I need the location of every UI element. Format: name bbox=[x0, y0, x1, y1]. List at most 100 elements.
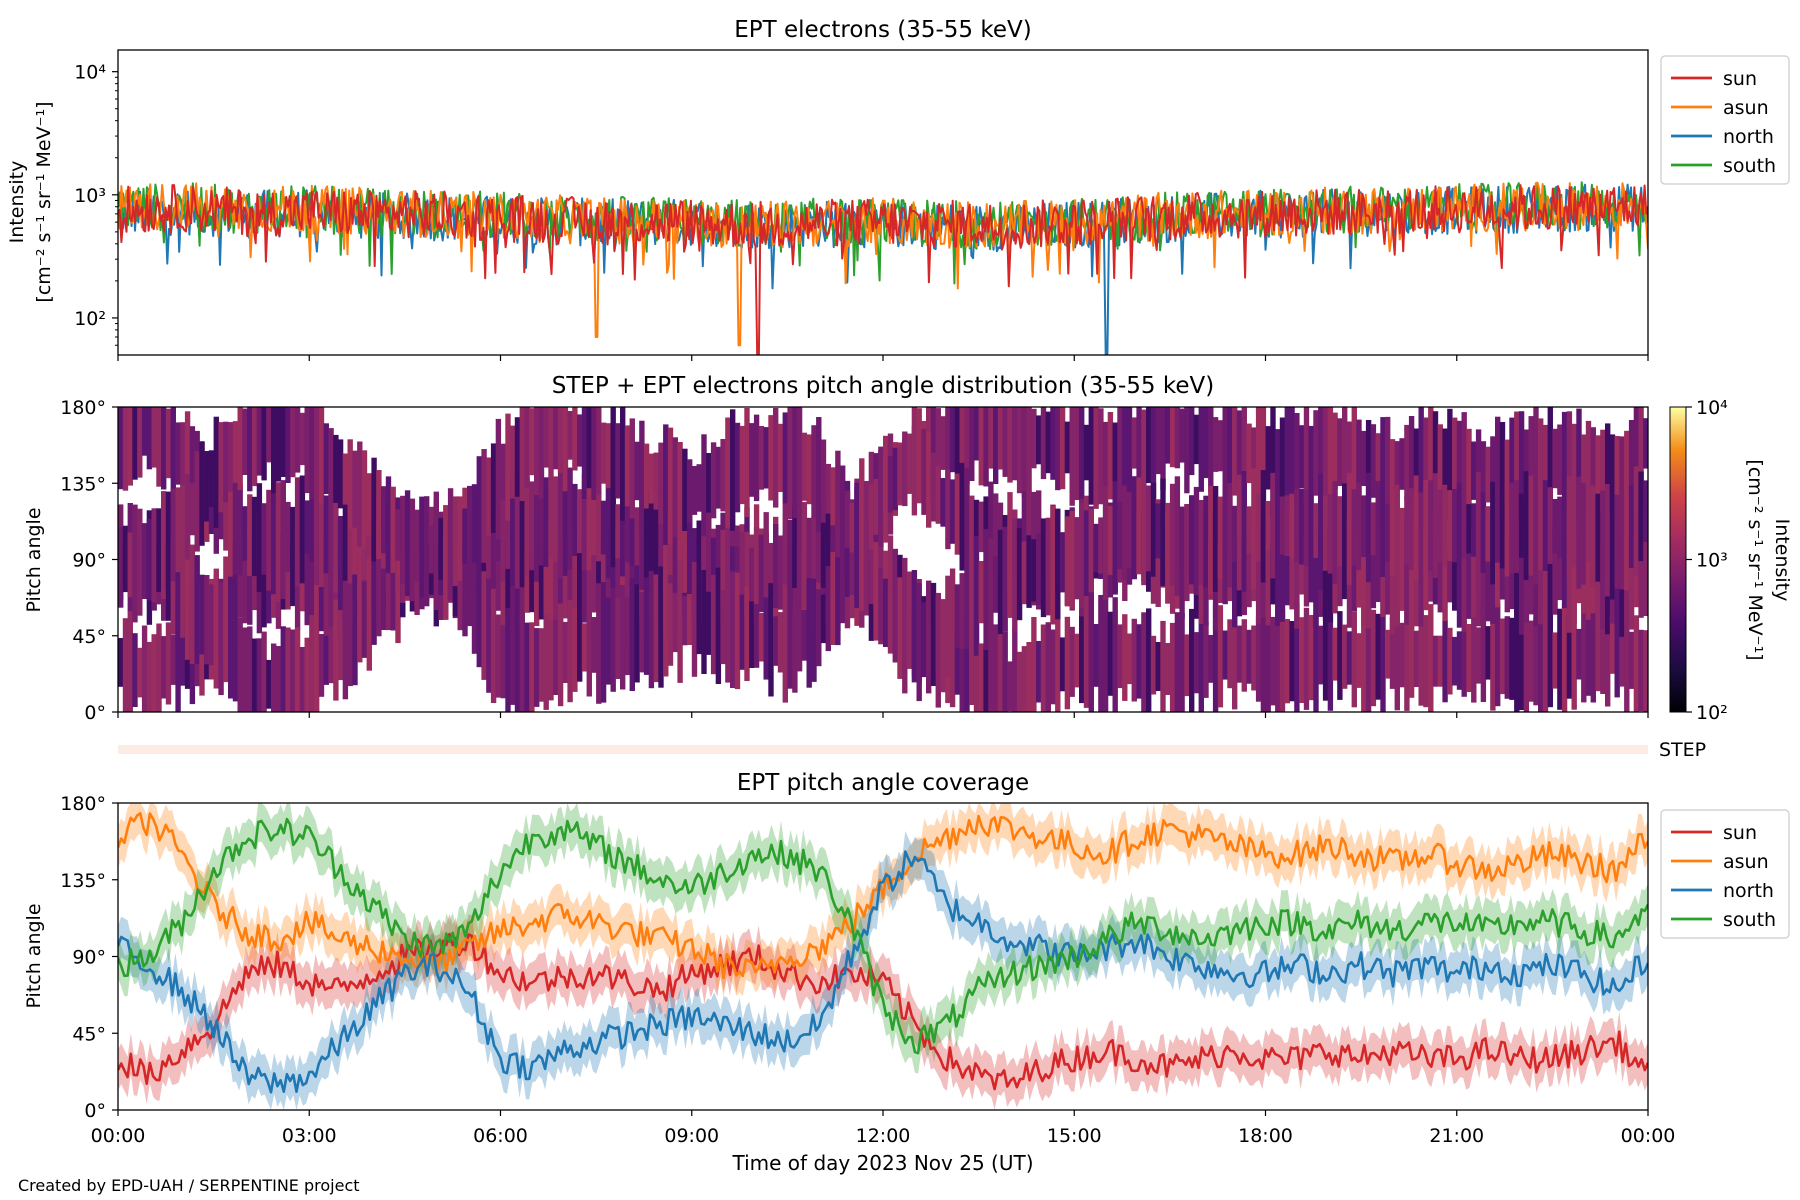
pad-cell bbox=[1079, 502, 1085, 609]
pad-cell bbox=[323, 635, 329, 685]
pad-cell bbox=[1442, 620, 1448, 703]
pad-cell bbox=[581, 623, 588, 672]
pad-cell bbox=[323, 531, 329, 648]
pad-cell bbox=[443, 505, 449, 588]
pad-cell bbox=[1007, 661, 1013, 712]
pad-cell bbox=[988, 623, 994, 712]
pad-cell bbox=[328, 627, 334, 684]
pad-cell bbox=[567, 523, 573, 635]
pad-cell bbox=[954, 473, 961, 555]
intensity-line-south bbox=[118, 181, 1648, 285]
pad-cell bbox=[141, 407, 148, 456]
pad-cell bbox=[304, 407, 310, 494]
pad-cell bbox=[1155, 642, 1161, 691]
pad-cell bbox=[768, 542, 774, 594]
pad-cell bbox=[529, 481, 535, 571]
pad-cell bbox=[978, 407, 984, 486]
pad-cell bbox=[1079, 407, 1085, 505]
pad-cell bbox=[1212, 603, 1219, 712]
pad-cell bbox=[1342, 407, 1348, 500]
pad-cell bbox=[682, 596, 688, 646]
pad-cell bbox=[945, 469, 951, 550]
pad-cell bbox=[1533, 466, 1539, 585]
pad-cell bbox=[524, 477, 530, 577]
pad-cell bbox=[122, 618, 129, 712]
pad-cell bbox=[773, 408, 779, 508]
pad-cell bbox=[768, 415, 774, 501]
pad-cell bbox=[141, 625, 148, 712]
pad-cell bbox=[600, 541, 607, 615]
pad-cell bbox=[1112, 422, 1118, 484]
pad-cell bbox=[1303, 407, 1310, 505]
pad-cell bbox=[1490, 481, 1496, 585]
pad-cell bbox=[854, 482, 860, 599]
pad-cell bbox=[1375, 613, 1381, 700]
pad-cell bbox=[553, 407, 559, 470]
pad-cell bbox=[1117, 501, 1123, 569]
pad-cell bbox=[1408, 488, 1415, 571]
pad-cell bbox=[146, 518, 153, 601]
pad-cell bbox=[749, 547, 755, 603]
pad-cell bbox=[199, 574, 205, 655]
pad-cell bbox=[490, 476, 497, 599]
pad-cell bbox=[1547, 487, 1553, 564]
legend-frame bbox=[1660, 809, 1790, 939]
pad-cell bbox=[801, 432, 808, 501]
pad-cell bbox=[964, 563, 970, 649]
pad-cell bbox=[1581, 434, 1587, 498]
pad-cell bbox=[1169, 483, 1176, 586]
pad-cell bbox=[911, 610, 918, 677]
pad-cell bbox=[1327, 595, 1334, 711]
pad-cell bbox=[376, 470, 382, 560]
pad-cell bbox=[816, 417, 822, 532]
pad-cell bbox=[849, 503, 855, 553]
pad-cell bbox=[519, 407, 525, 501]
pad-cell bbox=[744, 408, 750, 518]
pad-cell bbox=[247, 626, 253, 712]
pad-cell bbox=[1102, 485, 1109, 600]
pad-cell bbox=[495, 418, 502, 540]
pad-cell bbox=[921, 428, 927, 515]
pad-cell bbox=[1423, 615, 1429, 708]
pad-cell bbox=[596, 407, 602, 496]
pad-cell bbox=[228, 609, 234, 699]
pad-cell bbox=[553, 522, 559, 640]
pad-cell bbox=[758, 426, 765, 490]
pad-cell bbox=[342, 453, 349, 505]
pad-cell bbox=[643, 586, 650, 675]
pad-cell bbox=[275, 482, 282, 602]
pad-y-ticks: 0° 45° 90° 135° 180° bbox=[60, 397, 118, 724]
pad-cell bbox=[314, 611, 320, 712]
pad-cell bbox=[161, 636, 167, 699]
pad-cell bbox=[1399, 622, 1405, 688]
pad-cell bbox=[280, 626, 286, 712]
pad-cell bbox=[1643, 508, 1648, 616]
pad-cell bbox=[538, 628, 545, 702]
pad-cell bbox=[1059, 532, 1066, 593]
pad-cell bbox=[926, 431, 932, 528]
pad-cell bbox=[816, 519, 822, 583]
pad-cell bbox=[1499, 618, 1506, 695]
pad-cell bbox=[844, 538, 851, 597]
pad-cell bbox=[414, 509, 420, 582]
pad-cell bbox=[1246, 506, 1252, 554]
pad-cell bbox=[687, 459, 693, 523]
pad-title: STEP + EPT electrons pitch angle distrib… bbox=[552, 373, 1214, 399]
pad-cell bbox=[1174, 612, 1181, 712]
pad-cell bbox=[825, 566, 831, 652]
pad-cell bbox=[251, 407, 258, 487]
pad-cell bbox=[347, 439, 353, 529]
legend-label-south: south bbox=[1723, 909, 1776, 931]
pad-cell bbox=[672, 437, 678, 538]
pad-cell bbox=[677, 442, 683, 535]
pad-cell bbox=[256, 483, 263, 593]
pad-cell bbox=[1452, 636, 1458, 686]
pad-cell bbox=[170, 407, 176, 502]
pad-cell bbox=[1404, 601, 1410, 711]
pad-cell bbox=[208, 584, 215, 666]
pad-cell bbox=[294, 477, 301, 587]
pad-cell bbox=[605, 524, 612, 635]
pad-cell bbox=[581, 407, 588, 499]
pad-cell bbox=[1150, 635, 1157, 695]
pad-cell bbox=[1595, 435, 1601, 505]
